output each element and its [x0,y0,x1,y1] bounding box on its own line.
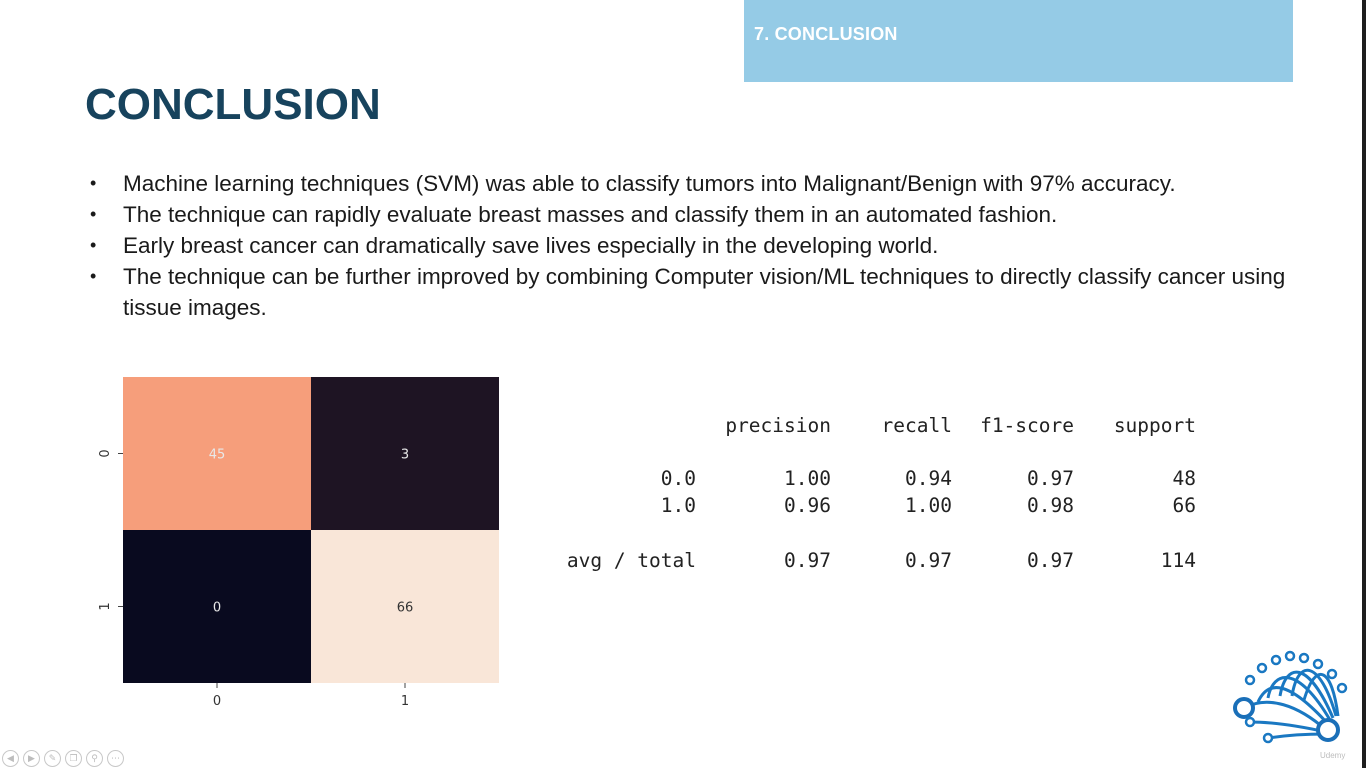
x-tick-label: 0 [213,694,221,709]
report-cell: avg / total [566,549,696,572]
pen-icon[interactable]: ✎ [44,750,61,767]
report-cell: 1.00 [784,467,831,490]
heatmap-cell-label: 45 [209,448,226,463]
report-header-recall: recall [881,414,952,437]
y-tick-label: 0 [98,449,113,457]
report-header-support: support [1113,414,1196,437]
more-icon[interactable]: ⋯ [107,750,124,767]
section-banner-label: 7. CONCLUSION [754,24,898,44]
report-cell: 1.00 [905,494,952,517]
bullet-dot-icon: • [90,266,97,286]
bullet-text: The technique can be further improved by… [123,264,1286,320]
report-cell: 0.97 [905,549,952,572]
report-cell: 0.97 [784,549,831,572]
heatmap-cell-label: 3 [401,448,409,463]
circuit-tree-logo-icon: Udemy [1233,650,1348,760]
report-cell: 66 [1172,494,1196,517]
bullet-list: • Machine learning techniques (SVM) was … [86,168,1346,323]
bullet-dot-icon: • [90,235,97,255]
window-edge [1362,0,1366,768]
bullet-item: • The technique can be further improved … [86,261,1346,323]
report-cell: 0.97 [1027,549,1074,572]
x-tick-label: 1 [401,694,409,709]
report-header-precision: precision [725,414,831,437]
logo-text: Udemy [1320,751,1345,760]
bullet-item: • Machine learning techniques (SVM) was … [86,168,1346,199]
report-cell: 48 [1172,467,1196,490]
previous-icon[interactable]: ◀ [2,750,19,767]
bullet-item: • The technique can rapidly evaluate bre… [86,199,1346,230]
report-header-f1-score: f1-score [980,414,1074,437]
copy-icon[interactable]: ❐ [65,750,82,767]
heatmap-cell [311,377,499,530]
bullet-text: The technique can rapidly evaluate breas… [123,202,1058,227]
section-banner: 7. CONCLUSION [744,0,1293,82]
report-cell: 0.94 [905,467,952,490]
report-cell: 1.0 [660,494,696,517]
bullet-text: Early breast cancer can dramatically sav… [123,233,939,258]
bullet-dot-icon: • [90,173,97,193]
heatmap-cell-label: 0 [213,601,221,616]
heatmap-cell-label: 66 [397,601,414,616]
player-controls: ◀ ▶ ✎ ❐ ⚲ ⋯ [2,750,124,767]
heatmap-cell [123,377,311,530]
report-cell: 0.97 [1027,467,1074,490]
heatmap-cell [311,530,499,683]
next-icon[interactable]: ▶ [23,750,40,767]
bullet-item: • Early breast cancer can dramatically s… [86,230,1346,261]
report-cell: 0.96 [784,494,831,517]
report-cell: 0.0 [660,467,696,490]
report-cell: 114 [1160,549,1196,572]
page-title: CONCLUSION [85,80,381,129]
y-tick-label: 1 [98,602,113,610]
bullet-dot-icon: • [90,204,97,224]
confusion-matrix-heatmap: 45 3 0 66 0 1 0 1 [98,377,499,709]
bullet-text: Machine learning techniques (SVM) was ab… [123,171,1176,196]
report-cell: 0.98 [1027,494,1074,517]
heatmap-cell [123,530,311,683]
zoom-icon[interactable]: ⚲ [86,750,103,767]
